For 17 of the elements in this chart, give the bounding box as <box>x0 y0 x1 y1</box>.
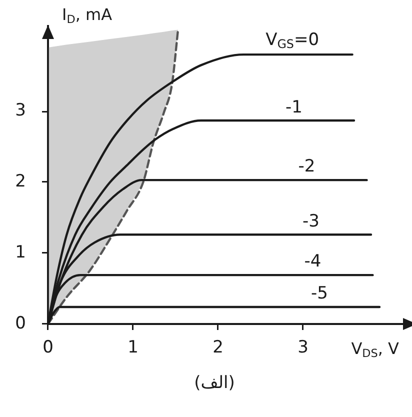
series-label: -5 <box>311 283 328 304</box>
x-tick-label: 0 <box>42 338 54 358</box>
series-label: -1 <box>286 96 302 117</box>
y-tick-label: 3 <box>15 100 26 121</box>
series-label: -3 <box>302 210 320 231</box>
y-tick-label: 1 <box>15 242 26 263</box>
series-label: -2 <box>298 156 316 176</box>
y-tick-label: 2 <box>15 172 26 192</box>
series-label: V$_{GS}$=0 <box>266 29 320 51</box>
series-label: -4 <box>304 251 322 272</box>
x-tick-label: 3 <box>298 338 308 358</box>
x-axis-title: V$_{DS}$, V <box>351 339 399 360</box>
text: (الف) <box>194 373 235 393</box>
y-tick-label: 0 <box>15 313 26 334</box>
x-tick-label: 2 <box>212 338 224 358</box>
y-axis-title: I$_{D}$, mA <box>62 5 112 26</box>
x-tick-label: 1 <box>128 338 138 358</box>
